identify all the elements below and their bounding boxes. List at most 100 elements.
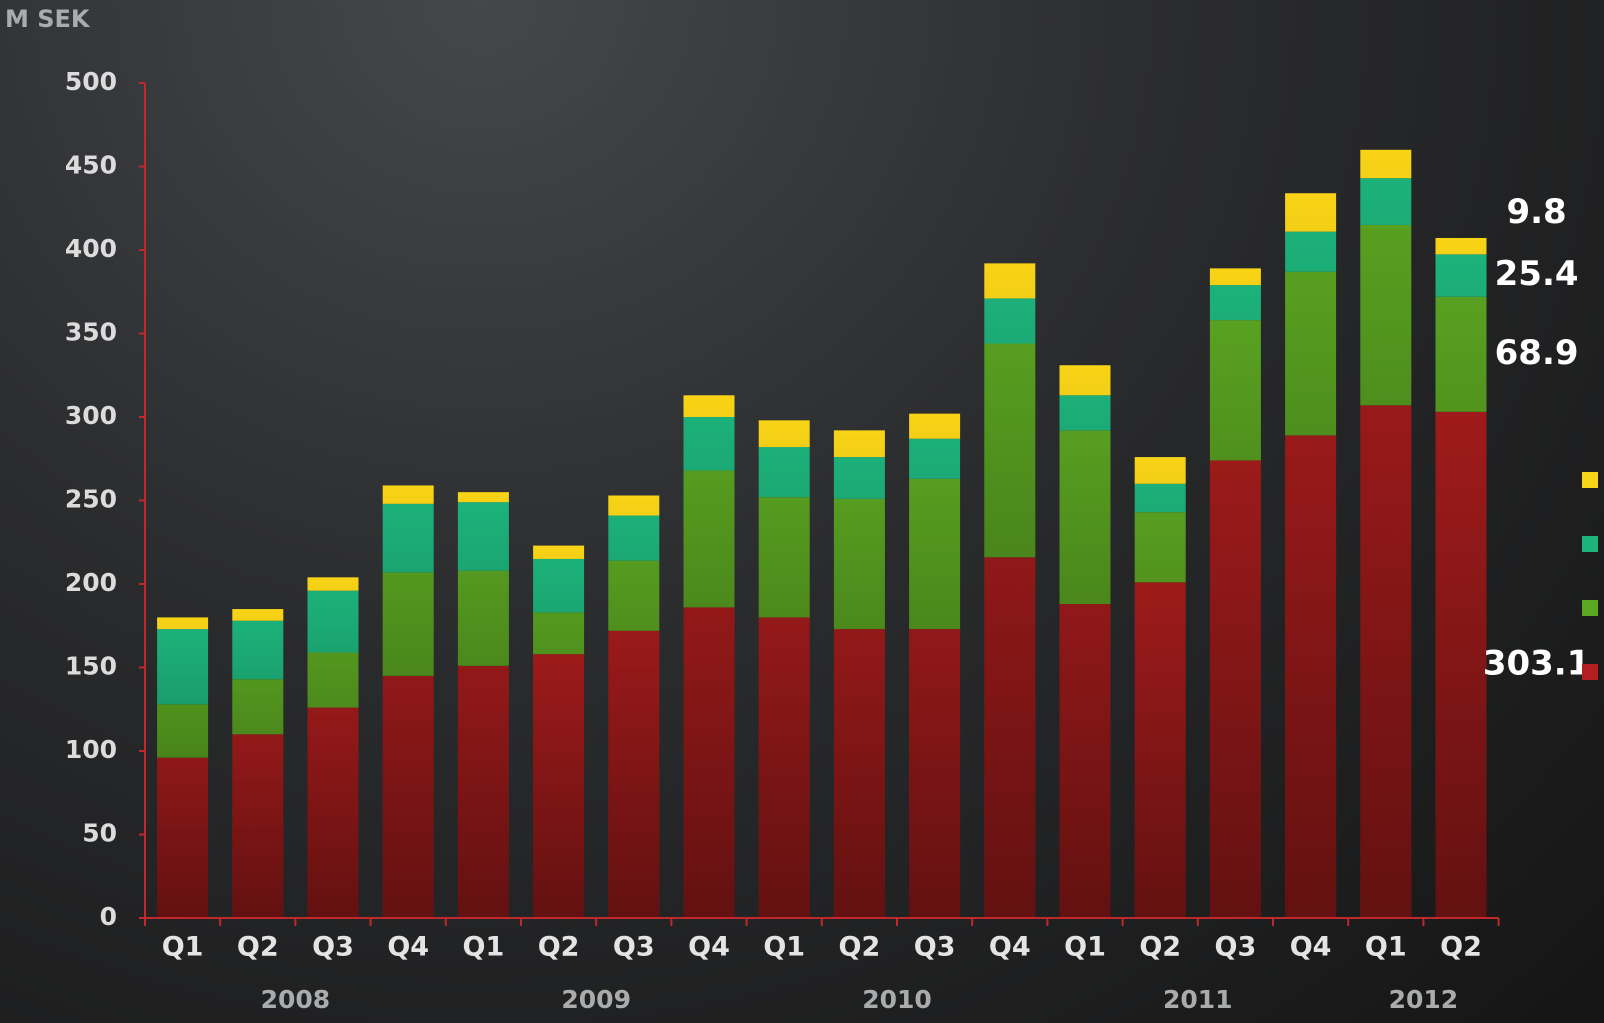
bar-segment — [833, 629, 885, 918]
bar-segment — [1059, 365, 1111, 396]
x-tick-label: Q2 — [237, 932, 279, 963]
bar-segment — [1059, 430, 1111, 605]
bar-segment — [307, 652, 359, 708]
x-tick-label: Q3 — [1215, 932, 1257, 963]
x-tick-label: Q1 — [763, 932, 805, 963]
x-tick-label: Q2 — [1440, 932, 1482, 963]
x-tick-label: Q2 — [538, 932, 580, 963]
x-tick-label: Q1 — [1365, 932, 1407, 963]
bar-segment — [157, 629, 209, 705]
x-tick-label: Q4 — [1290, 932, 1332, 963]
legend-marker — [1582, 472, 1598, 488]
bar-segment — [232, 620, 284, 680]
group-label: 2012 — [1389, 985, 1459, 1014]
legend-marker — [1582, 600, 1598, 616]
bar-segment — [232, 679, 284, 735]
bar-segment — [307, 590, 359, 653]
x-tick-label: Q1 — [463, 932, 505, 963]
bar-segment — [1134, 483, 1186, 513]
bar-segment — [833, 498, 885, 630]
bar-segment — [382, 503, 434, 573]
bar-segment — [1285, 435, 1337, 918]
bar-segment — [232, 734, 284, 918]
x-tick-label: Q3 — [312, 932, 354, 963]
bar-segment — [984, 298, 1036, 344]
bar-segment — [909, 413, 961, 439]
bar-segment — [608, 515, 660, 561]
bar-segment — [1209, 460, 1261, 918]
bar-segment — [1134, 512, 1186, 583]
bar-segment — [1360, 149, 1412, 179]
y-tick-label: 400 — [65, 234, 117, 263]
bar-segment — [683, 417, 735, 471]
data-label: 68.9 — [1495, 333, 1579, 373]
bar-segment — [457, 502, 509, 571]
bar-segment — [533, 654, 585, 918]
bar-segment — [1360, 178, 1412, 225]
legend-marker — [1582, 536, 1598, 552]
bar-segment — [758, 447, 810, 498]
bar-segment — [1360, 405, 1412, 918]
bar-segment — [533, 545, 585, 559]
data-label: 25.4 — [1495, 254, 1579, 294]
bar-segment — [1285, 231, 1337, 272]
y-tick-label: 50 — [82, 819, 117, 848]
y-axis-label: M SEK — [5, 5, 91, 33]
y-tick-label: 250 — [65, 485, 117, 514]
bar-segment — [157, 704, 209, 758]
bar-segment — [1435, 237, 1487, 255]
y-tick-label: 150 — [65, 652, 117, 681]
x-tick-label: Q3 — [914, 932, 956, 963]
y-tick-label: 350 — [65, 318, 117, 347]
bar-segment — [833, 457, 885, 499]
bar-segment — [608, 495, 660, 516]
bar-segment — [683, 607, 735, 918]
bar-segment — [533, 558, 585, 613]
bar-segment — [984, 343, 1036, 558]
bar-segment — [683, 470, 735, 608]
bar-segment — [1285, 271, 1337, 436]
x-tick-label: Q4 — [387, 932, 429, 963]
x-tick-label: Q4 — [989, 932, 1031, 963]
bar-segment — [1134, 457, 1186, 484]
bar-segment — [382, 675, 434, 918]
x-tick-label: Q1 — [1064, 932, 1106, 963]
bar-segment — [683, 395, 735, 417]
group-label: 2010 — [862, 985, 932, 1014]
bar-segment — [307, 707, 359, 918]
x-tick-label: Q4 — [688, 932, 730, 963]
bar-segment — [307, 577, 359, 591]
bar-segment — [1435, 411, 1487, 918]
bar-segment — [1360, 224, 1412, 406]
bar-segment — [909, 629, 961, 918]
bar-segment — [1209, 320, 1261, 461]
group-label: 2011 — [1163, 985, 1233, 1014]
bar-segment — [1209, 268, 1261, 286]
group-label: 2009 — [561, 985, 631, 1014]
y-tick-label: 500 — [65, 67, 117, 96]
bar-segment — [382, 572, 434, 676]
bar-segment — [984, 557, 1036, 918]
bar-segment — [1435, 296, 1487, 412]
y-tick-label: 0 — [100, 902, 117, 931]
y-tick-label: 200 — [65, 568, 117, 597]
x-tick-label: Q2 — [839, 932, 881, 963]
bar-segment — [909, 478, 961, 630]
bar-segment — [382, 485, 434, 504]
bar-segment — [909, 438, 961, 479]
y-tick-label: 450 — [65, 151, 117, 180]
x-tick-label: Q3 — [613, 932, 655, 963]
bar-segment — [758, 617, 810, 918]
bar-segment — [608, 560, 660, 631]
legend-marker — [1582, 664, 1598, 680]
bar-segment — [758, 420, 810, 448]
y-tick-label: 300 — [65, 401, 117, 430]
x-tick-label: Q1 — [162, 932, 204, 963]
bar-segment — [1059, 604, 1111, 918]
data-label: 303.1 — [1483, 643, 1591, 683]
bar-segment — [457, 492, 509, 503]
bar-segment — [457, 570, 509, 666]
bar-segment — [758, 497, 810, 618]
bar-segment — [533, 612, 585, 655]
